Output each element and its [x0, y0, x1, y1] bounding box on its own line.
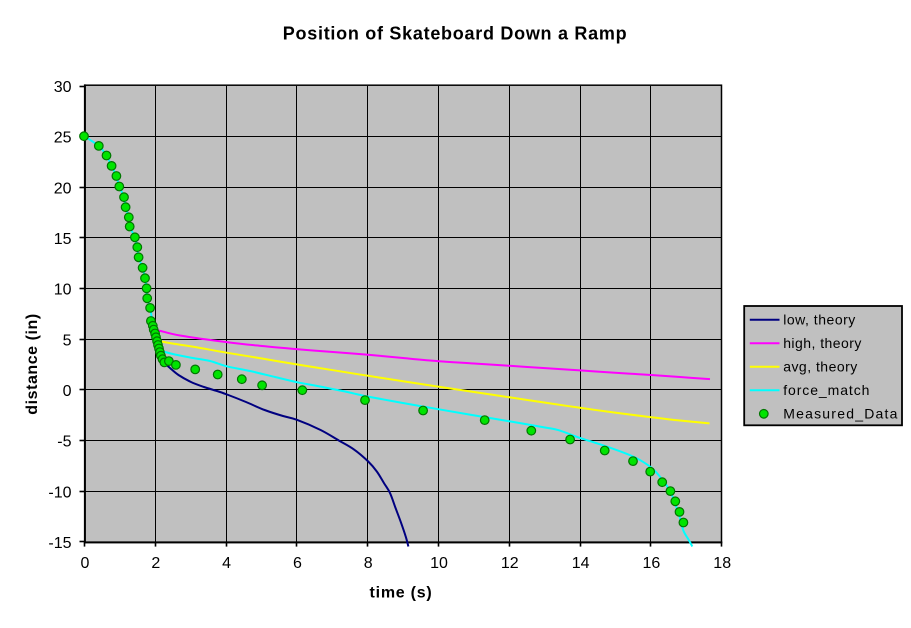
- svg-text:high, theory: high, theory: [783, 335, 862, 351]
- svg-text:-10: -10: [48, 484, 71, 501]
- svg-text:25: 25: [54, 130, 72, 147]
- svg-text:14: 14: [572, 555, 590, 572]
- svg-text:avg, theory: avg, theory: [783, 359, 858, 375]
- svg-text:0: 0: [63, 383, 72, 400]
- svg-text:distance (in): distance (in): [24, 313, 41, 414]
- svg-text:8: 8: [364, 555, 373, 572]
- svg-text:20: 20: [54, 180, 72, 197]
- svg-text:10: 10: [54, 282, 72, 299]
- svg-text:low, theory: low, theory: [783, 312, 856, 328]
- svg-text:Position of Skateboard Down a: Position of Skateboard Down a Ramp: [283, 23, 628, 43]
- svg-text:10: 10: [430, 555, 448, 572]
- svg-text:6: 6: [293, 555, 302, 572]
- svg-text:force_match: force_match: [783, 382, 870, 398]
- svg-text:2: 2: [151, 555, 160, 572]
- svg-text:16: 16: [643, 555, 661, 572]
- svg-text:18: 18: [713, 555, 731, 572]
- svg-text:0: 0: [81, 555, 90, 572]
- svg-text:Measured_Data: Measured_Data: [783, 406, 898, 422]
- svg-text:15: 15: [54, 231, 72, 248]
- svg-text:12: 12: [501, 555, 519, 572]
- svg-text:-5: -5: [57, 434, 71, 451]
- svg-text:time (s): time (s): [370, 584, 433, 601]
- svg-text:-15: -15: [48, 535, 71, 552]
- svg-text:5: 5: [63, 332, 72, 349]
- svg-text:4: 4: [222, 555, 231, 572]
- svg-text:30: 30: [54, 79, 72, 96]
